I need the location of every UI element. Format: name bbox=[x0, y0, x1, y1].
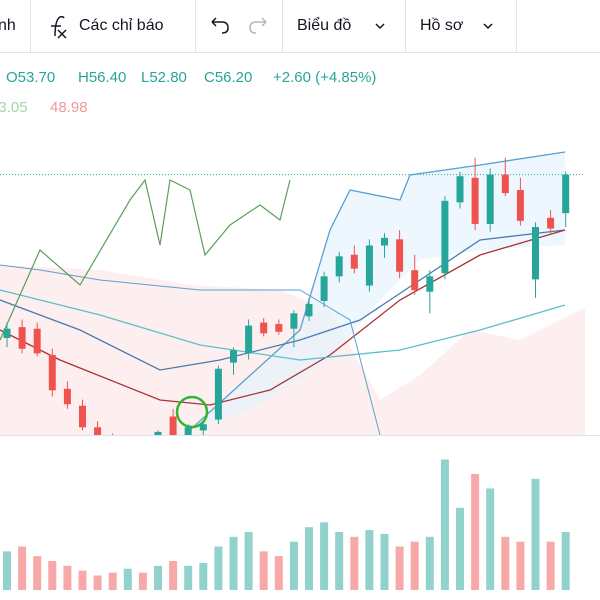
indicators-button[interactable]: Các chỉ báo bbox=[79, 17, 164, 34]
volume-bar bbox=[380, 533, 389, 590]
candle-body bbox=[33, 328, 41, 354]
candle-body bbox=[124, 440, 131, 446]
volume-bar bbox=[123, 568, 132, 590]
candle-body bbox=[426, 276, 434, 292]
volume-bar bbox=[199, 562, 208, 590]
chevron bbox=[483, 23, 493, 30]
candle-body bbox=[411, 270, 419, 291]
candle-body bbox=[365, 245, 373, 286]
indicators bbox=[0, 151, 585, 435]
volume-bar bbox=[501, 536, 510, 590]
volume bbox=[3, 459, 570, 590]
candle-body bbox=[562, 174, 570, 214]
candle-body bbox=[169, 416, 177, 435]
volume-bar bbox=[33, 556, 42, 590]
volume-bar bbox=[93, 575, 102, 590]
indicator-value: 53.05 bbox=[0, 99, 28, 116]
volume-bar bbox=[63, 565, 72, 590]
candle-body bbox=[245, 325, 253, 354]
volume-bar bbox=[546, 541, 555, 590]
candle-body bbox=[320, 276, 328, 301]
ohlc-low: L52.80 bbox=[141, 69, 187, 86]
volume-bar bbox=[184, 565, 193, 590]
candle-body bbox=[381, 237, 388, 246]
candle-body bbox=[290, 313, 298, 329]
volume-bar bbox=[3, 551, 11, 590]
candle-body bbox=[214, 368, 222, 420]
candle-body bbox=[305, 304, 313, 317]
volume-bar bbox=[395, 546, 404, 590]
fx-icon[interactable] bbox=[51, 15, 67, 39]
profile-menu[interactable]: Hồ sơ bbox=[420, 17, 464, 34]
volume-bar bbox=[456, 507, 464, 590]
volume-bar bbox=[365, 530, 374, 590]
volume-bar bbox=[214, 546, 223, 590]
volume-bar bbox=[320, 522, 329, 590]
ohlc-open: O53.70 bbox=[6, 69, 55, 86]
volume-bar bbox=[259, 551, 268, 590]
candle-body bbox=[441, 200, 449, 274]
chevron bbox=[375, 23, 385, 30]
candle-body bbox=[260, 322, 268, 334]
volume-bar bbox=[516, 541, 525, 590]
volume-bar bbox=[425, 536, 434, 590]
candle-body bbox=[532, 227, 539, 280]
ohlc-change: +2.60 (+4.85%) bbox=[273, 69, 376, 86]
ohlc-close: C56.20 bbox=[204, 69, 252, 86]
candle-body bbox=[184, 427, 192, 435]
redo-icon[interactable] bbox=[249, 17, 267, 34]
candle-body bbox=[63, 388, 71, 405]
candle-body bbox=[335, 256, 343, 277]
candle-body bbox=[18, 327, 26, 349]
undo-icon[interactable] bbox=[211, 17, 229, 34]
candle-body bbox=[94, 427, 102, 435]
menu-item[interactable]: nh bbox=[0, 17, 16, 34]
toolbar: nh Các chỉ báo Biểu đồ Hồ sơ bbox=[0, 0, 600, 53]
volume-bar bbox=[305, 527, 313, 590]
volume-bar bbox=[78, 570, 87, 590]
volume-bar bbox=[289, 541, 298, 590]
volume-bar bbox=[154, 565, 162, 590]
candle-body bbox=[501, 174, 509, 194]
candle-body bbox=[230, 350, 237, 363]
volume-bar bbox=[138, 572, 147, 590]
volume-bar bbox=[229, 536, 238, 590]
candle-body bbox=[396, 239, 404, 272]
volume-bar bbox=[410, 541, 419, 590]
volume-bar bbox=[18, 546, 27, 590]
volume-bar bbox=[440, 459, 449, 590]
candle-body bbox=[275, 324, 283, 332]
volume-bar bbox=[486, 488, 495, 590]
chart-menu[interactable]: Biểu đồ bbox=[297, 16, 351, 34]
candles bbox=[0, 157, 585, 446]
candle-body bbox=[154, 431, 162, 435]
volume-bar bbox=[335, 532, 344, 590]
ohlc-high: H56.40 bbox=[78, 69, 126, 86]
volume-bar bbox=[48, 561, 57, 590]
candle-body bbox=[350, 254, 358, 269]
candle-body bbox=[199, 424, 207, 431]
candle-body bbox=[3, 328, 11, 338]
candle-body bbox=[486, 174, 494, 224]
volume-bar bbox=[169, 561, 178, 590]
candle-body bbox=[79, 405, 86, 428]
volume-bar bbox=[274, 556, 283, 590]
candle-body bbox=[456, 176, 464, 203]
legend: O53.70 H56.40 L52.80 C56.20 +2.60 (+4.85… bbox=[0, 69, 376, 116]
volume-bar bbox=[471, 474, 480, 590]
volume-bar bbox=[244, 532, 253, 590]
candle-body bbox=[139, 440, 146, 446]
candle-body bbox=[547, 217, 555, 229]
candle-body bbox=[516, 190, 524, 221]
volume-bar bbox=[108, 572, 117, 590]
volume-bar bbox=[561, 532, 570, 590]
indicator-value: 48.98 bbox=[50, 99, 88, 116]
candle-body bbox=[48, 354, 56, 391]
candle-body bbox=[471, 177, 479, 224]
volume-bar bbox=[350, 536, 359, 590]
volume-bar bbox=[531, 478, 540, 590]
candle-body bbox=[109, 440, 116, 443]
